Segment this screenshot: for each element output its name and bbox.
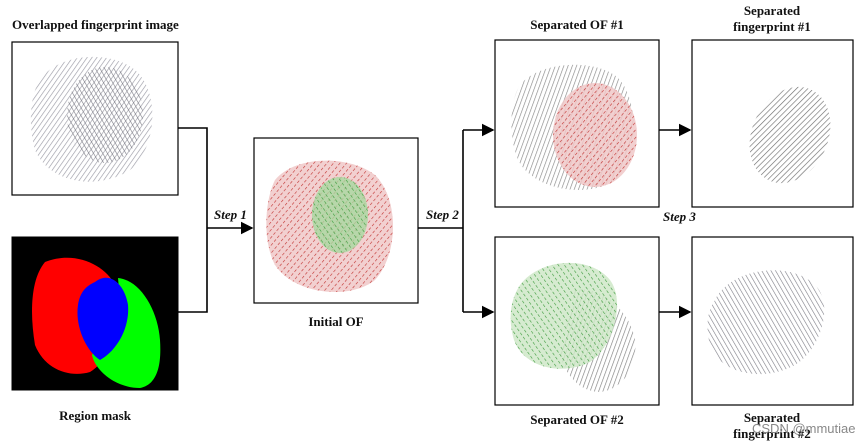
separated-of-2 [510,262,636,392]
separated-of-1 [511,64,637,191]
overlapped-fingerprint [30,56,153,182]
region-mask [32,257,161,388]
step-label: Step 1 [214,207,247,222]
step-label: Step 3 [663,209,696,224]
node-label: Separated OF #2 [530,412,624,427]
node-label: Region mask [59,408,131,423]
separated-fingerprint-2 [707,270,825,375]
node-label: Overlapped fingerprint image [12,17,179,32]
initial-of [266,160,394,292]
node-label: Initial OF [308,314,364,329]
step-label: Step 2 [426,207,459,222]
separated-fingerprint-1 [749,86,831,184]
node-label: Separated fingerprint #1 [733,3,811,34]
connector [178,127,208,313]
watermark: CSDN @mmutiae [752,421,856,436]
node-label: Separated fingerprint #2 [733,410,811,441]
node-label: Separated OF #1 [530,17,624,32]
